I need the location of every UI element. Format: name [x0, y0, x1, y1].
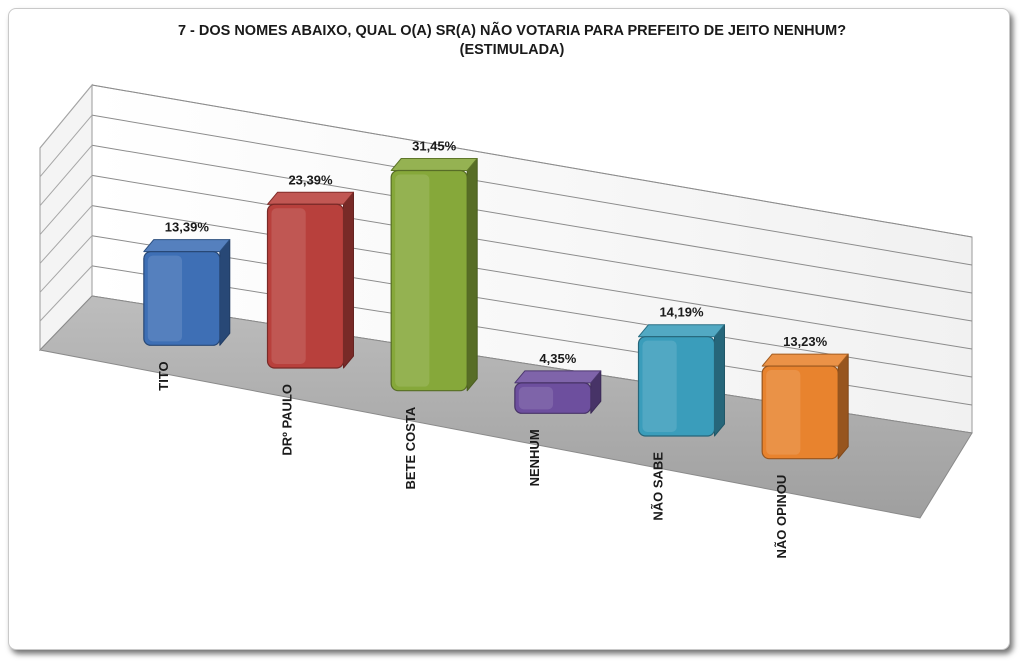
data-labels: 13,39% 23,39% 31,45% 4,35% 14,19% 13,23%	[165, 139, 828, 366]
chart-subtitle: (ESTIMULADA)	[459, 42, 565, 58]
gridline	[91, 235, 973, 378]
bar-top	[761, 353, 849, 367]
bar-highlight	[518, 386, 554, 410]
bar-highlight	[642, 340, 677, 432]
bar-side	[466, 158, 478, 392]
category-label: NÃO OPINOU	[774, 475, 789, 559]
bar-side	[714, 324, 725, 437]
bar-top	[267, 191, 354, 205]
data-label: 4,35%	[539, 351, 576, 366]
bar	[390, 158, 478, 392]
bar-front	[143, 251, 221, 346]
bar	[266, 191, 354, 369]
bar	[761, 353, 849, 460]
gridline-side	[39, 265, 93, 322]
gridline-side	[39, 205, 93, 264]
bars	[143, 158, 849, 460]
bar-top	[390, 158, 478, 171]
bar-top	[514, 370, 602, 384]
bar-highlight	[766, 370, 801, 455]
gridline-side	[39, 84, 93, 149]
category-label: TITO	[156, 361, 171, 390]
gridline-side	[39, 144, 93, 207]
bar-side	[343, 191, 354, 369]
bar-front	[637, 336, 716, 437]
gridline	[91, 114, 973, 266]
data-label: 14,19%	[659, 305, 704, 320]
data-label: 13,39%	[165, 220, 210, 235]
category-label: DRº PAULO	[280, 384, 295, 456]
chart-title-line: 7 - DOS NOMES ABAIXO, QUAL O(A) SR(A) NÃ…	[177, 23, 847, 39]
bar-front	[761, 365, 839, 460]
bar-top	[638, 324, 725, 338]
category-labels: TITO DRº PAULO BETE COSTA NENHUM NÃO SABE NÃO…	[156, 361, 789, 558]
bar-front	[514, 382, 592, 414]
gridline-side	[39, 114, 93, 178]
data-label: 31,45%	[412, 139, 457, 154]
category-label: BETE COSTA	[403, 406, 418, 489]
bar-top	[143, 239, 231, 253]
bar-highlight	[271, 208, 306, 364]
bar-front	[390, 169, 468, 392]
gridline-side	[39, 235, 93, 293]
bar	[143, 239, 231, 346]
gridline	[91, 144, 973, 294]
data-label: 23,39%	[288, 172, 333, 187]
data-label: 13,23%	[783, 334, 828, 349]
bar	[514, 370, 602, 414]
gridline	[91, 205, 973, 350]
bar-highlight	[147, 255, 183, 342]
gridline	[91, 174, 973, 322]
bar-side	[837, 353, 849, 460]
bar-side	[219, 239, 231, 346]
bar	[637, 324, 725, 437]
gridline	[91, 84, 973, 238]
chart-title: 7 - DOS NOMES ABAIXO, QUAL O(A) SR(A) NÃ…	[0, 22, 1024, 60]
gridline-side	[39, 175, 93, 235]
category-label: NENHUM	[527, 429, 542, 486]
category-label: NÃO SABE	[651, 452, 666, 521]
bar-front	[266, 203, 345, 369]
bar-highlight	[395, 174, 430, 387]
